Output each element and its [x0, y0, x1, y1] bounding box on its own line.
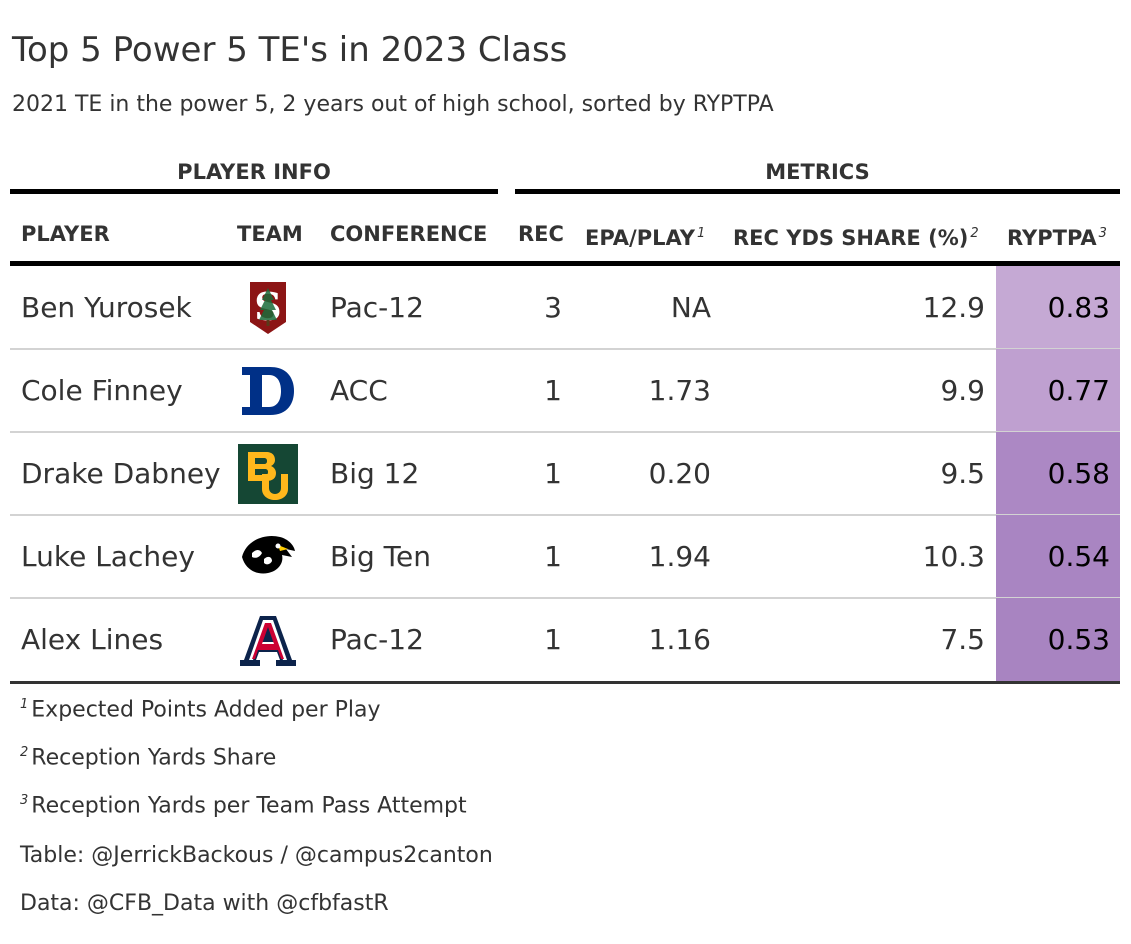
- header-ryptpa: RYPTPA 3: [1007, 214, 1107, 254]
- header-rec: REC: [518, 222, 564, 246]
- cell-rec: 1: [544, 623, 562, 656]
- header-share: REC YDS SHARE (%) 2: [733, 214, 979, 254]
- cell-share: 9.5: [940, 457, 985, 490]
- footnote-text: Reception Yards per Team Pass Attempt: [31, 793, 467, 819]
- row-separator: [10, 431, 1120, 433]
- source-data: Data: @CFB_Data with @cfbfastR: [20, 891, 389, 916]
- cell-ryptpa: 0.58: [996, 432, 1120, 515]
- cell-rec: 3: [544, 291, 562, 324]
- table-title: Top 5 Power 5 TE's in 2023 Class: [12, 30, 568, 70]
- cell-ryptpa-value: 0.77: [1047, 374, 1110, 407]
- table-subtitle: 2021 TE in the power 5, 2 years out of h…: [12, 92, 774, 117]
- cell-epa: NA: [670, 291, 711, 324]
- cell-rec: 1: [544, 457, 562, 490]
- footnote-2: 2 Reception Yards Share: [20, 745, 276, 770]
- cell-epa: 0.20: [648, 457, 711, 490]
- cell-share: 10.3: [922, 540, 985, 573]
- table-row: Cole Finney ACC 1 1.73 9.9 0.77: [10, 349, 1120, 432]
- footnote-1: 1 Expected Points Added per Play: [20, 697, 381, 722]
- spanner-metrics: METRICS: [515, 155, 1120, 194]
- arizona-logo: [238, 610, 298, 670]
- baylor-logo: [238, 444, 298, 504]
- cell-epa: 1.16: [648, 623, 711, 656]
- table-bottom-rule: [10, 681, 1120, 684]
- header-share-note: 2: [970, 226, 979, 241]
- cell-player: Drake Dabney: [21, 457, 221, 490]
- header-team: TEAM: [237, 222, 303, 246]
- cell-rec: 1: [544, 540, 562, 573]
- cell-player: Alex Lines: [21, 623, 164, 656]
- cell-ryptpa-value: 0.54: [1047, 540, 1110, 573]
- table-row: Alex Lines Pac-12 1 1.16 7.5 0.53: [10, 598, 1120, 681]
- cell-epa: 1.94: [648, 540, 711, 573]
- footnote-mark: 1: [20, 697, 29, 712]
- footnote-text: Expected Points Added per Play: [31, 697, 381, 723]
- row-separator: [10, 514, 1120, 516]
- iowa-logo: [238, 527, 298, 587]
- header-ryptpa-label: RYPTPA: [1007, 226, 1097, 250]
- header-epa-label: EPA/PLAY: [585, 226, 695, 250]
- cell-ryptpa-value: 0.53: [1047, 623, 1110, 656]
- cell-epa: 1.73: [648, 374, 711, 407]
- duke-logo: [238, 361, 298, 421]
- table-row: Luke Lachey Big Ten 1 1.94 10.3 0.54: [10, 515, 1120, 598]
- row-separator: [10, 597, 1120, 599]
- table-row: Drake Dabney Big 12 1 0.20 9.5 0.58: [10, 432, 1120, 515]
- cell-ryptpa: 0.53: [996, 598, 1120, 681]
- spanner-player-info: PLAYER INFO: [10, 155, 498, 194]
- cell-ryptpa: 0.54: [996, 515, 1120, 598]
- source-table: Table: @JerrickBackous / @campus2canton: [20, 843, 493, 868]
- row-separator: [10, 348, 1120, 350]
- cell-ryptpa-value: 0.58: [1047, 457, 1110, 490]
- cell-share: 7.5: [940, 623, 985, 656]
- cell-player: Cole Finney: [21, 374, 183, 407]
- stanford-logo: S: [238, 278, 298, 338]
- footnote-text: Reception Yards Share: [31, 745, 277, 771]
- cell-player: Luke Lachey: [21, 540, 195, 573]
- header-rule: [10, 261, 1120, 266]
- footnote-3: 3 Reception Yards per Team Pass Attempt: [20, 793, 467, 818]
- cell-ryptpa: 0.83: [996, 266, 1120, 349]
- cell-share: 12.9: [922, 291, 985, 324]
- table-row: Ben Yurosek S Pac-12 3 NA 12.9 0.83: [10, 266, 1120, 349]
- cell-player: Ben Yurosek: [21, 291, 192, 324]
- header-player: PLAYER: [21, 222, 110, 246]
- cell-conference: ACC: [330, 374, 388, 407]
- cell-rec: 1: [544, 374, 562, 407]
- footnote-mark: 2: [20, 745, 29, 760]
- header-share-label: REC YDS SHARE (%): [733, 226, 969, 250]
- cell-share: 9.9: [940, 374, 985, 407]
- cell-ryptpa: 0.77: [996, 349, 1120, 432]
- cell-ryptpa-value: 0.83: [1047, 291, 1110, 324]
- cell-conference: Pac-12: [330, 623, 424, 656]
- header-ryptpa-note: 3: [1098, 226, 1107, 241]
- cell-conference: Pac-12: [330, 291, 424, 324]
- cell-conference: Big Ten: [330, 540, 431, 573]
- header-epa: EPA/PLAY 1: [585, 214, 705, 254]
- footnote-mark: 3: [20, 793, 29, 808]
- header-epa-note: 1: [696, 226, 706, 241]
- cell-conference: Big 12: [330, 457, 420, 490]
- header-conference: CONFERENCE: [330, 222, 488, 246]
